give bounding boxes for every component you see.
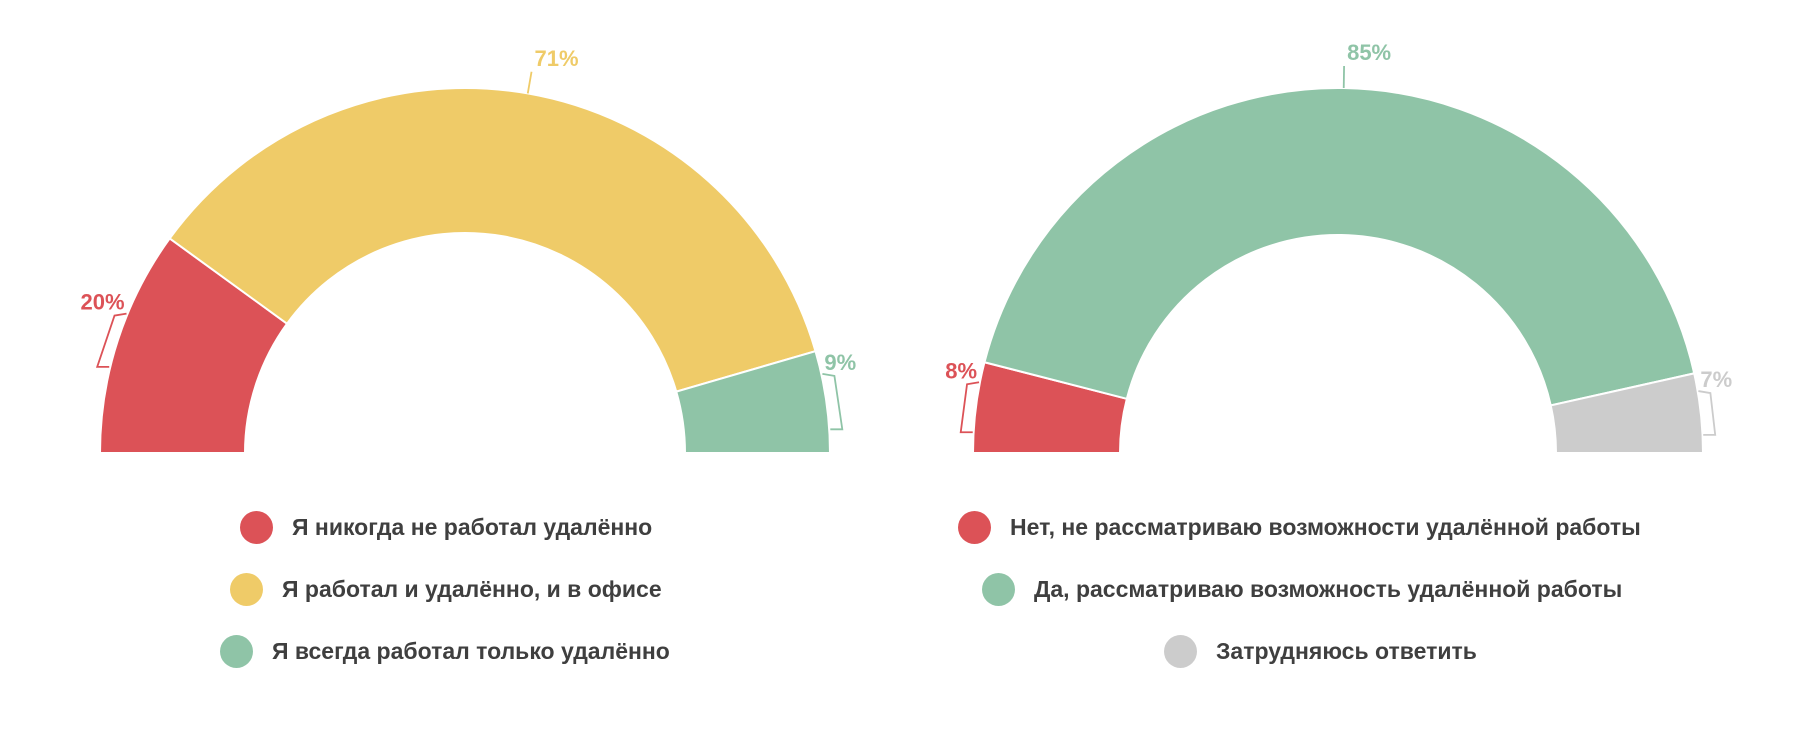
slice-percent-label: 85% [1347,40,1391,65]
slice-label-connector [822,372,844,431]
legend-label: Нет, не рассматриваю возможности удалённ… [1010,513,1641,540]
legend-dot-gray-icon [1164,634,1197,668]
slice-label-connector [1698,390,1717,436]
slice-percent-label: 71% [535,46,579,71]
slice-percent-label: 8% [945,358,977,383]
slice-1-2 [1549,372,1705,454]
slice-percent-label: 20% [80,290,124,315]
legend-label: Я никогда не работал удалённо [292,513,653,540]
legend-left: Я никогда не работал удалённо Я работал … [220,510,670,696]
slice-label-connector [526,71,533,94]
legend-item: Да, рассматриваю возможность удалённой р… [982,572,1641,606]
legend-label: Я работал и удалённо, и в офисе [282,575,662,602]
legend-label: Да, рассматриваю возможность удалённой р… [1034,575,1623,602]
slice-label-connector [95,312,127,368]
slice-0-1 [168,87,817,393]
slice-label-connector [959,381,980,434]
slice-1-1 [983,87,1696,407]
chart-left-semi-donut: 20% 71% 9% [80,46,856,454]
legend-item: Нет, не рассматриваю возможности удалённ… [958,510,1641,544]
legend-label: Я всегда работал только удалённо [272,637,670,664]
chart-right-semi-donut: 8% 85% 7% [945,40,1732,454]
legend-dot-red-icon [240,510,273,544]
legend-item: Я всегда работал только удалённо [220,634,670,668]
slice-percent-label: 9% [824,350,856,375]
legend-dot-yellow-icon [230,572,263,606]
legend-right: Нет, не рассматриваю возможности удалённ… [958,510,1641,696]
legend-item: Я работал и удалённо, и в офисе [230,572,670,606]
legend-item: Затрудняюсь ответить [1164,634,1641,668]
slice-percent-label: 7% [1700,367,1732,392]
legend-label: Затрудняюсь ответить [1216,637,1477,664]
legend-dot-green-icon [220,634,253,668]
legend-dot-red-icon [958,510,991,544]
slice-0-2 [675,349,832,454]
legend-item: Я никогда не работал удалённо [240,510,670,544]
legend-dot-green-icon [982,572,1015,606]
